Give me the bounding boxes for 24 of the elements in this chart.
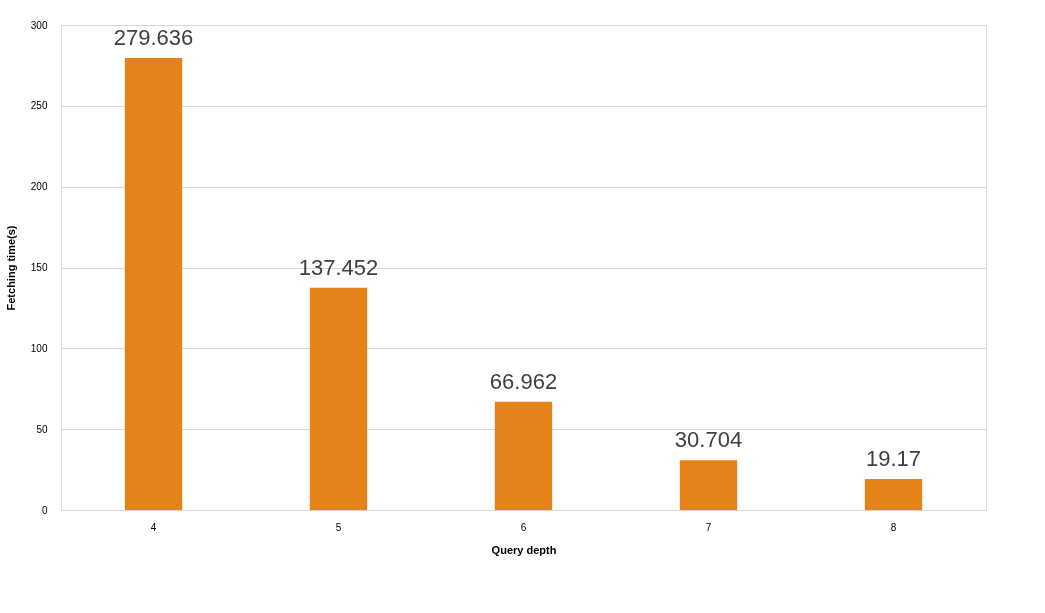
y-tick-label: 250 xyxy=(30,100,48,112)
y-axis-title: Fetching time(s) xyxy=(4,225,17,311)
data-label: 30.704 xyxy=(674,427,743,453)
y-tick-label: 300 xyxy=(30,19,48,31)
data-label: 19.17 xyxy=(865,446,922,472)
bar xyxy=(864,479,923,510)
data-label: 66.962 xyxy=(489,368,558,394)
data-label: 279.636 xyxy=(113,24,194,50)
x-tick-label: 8 xyxy=(890,521,897,533)
x-tick-label: 6 xyxy=(520,521,527,533)
y-tick-label: 50 xyxy=(36,423,48,435)
bar xyxy=(309,287,368,510)
y-tick-label: 0 xyxy=(41,504,48,516)
x-tick-label: 4 xyxy=(150,521,157,533)
y-tick-label: 100 xyxy=(30,342,48,354)
x-tick-label: 7 xyxy=(705,521,712,533)
x-axis-title: Query depth xyxy=(491,543,557,556)
bar xyxy=(679,460,738,510)
y-tick-label: 200 xyxy=(30,181,48,193)
x-tick-label: 5 xyxy=(335,521,342,533)
bar xyxy=(494,401,553,510)
bar xyxy=(124,57,183,510)
y-tick-label: 150 xyxy=(30,262,48,273)
data-label: 137.452 xyxy=(298,254,379,280)
